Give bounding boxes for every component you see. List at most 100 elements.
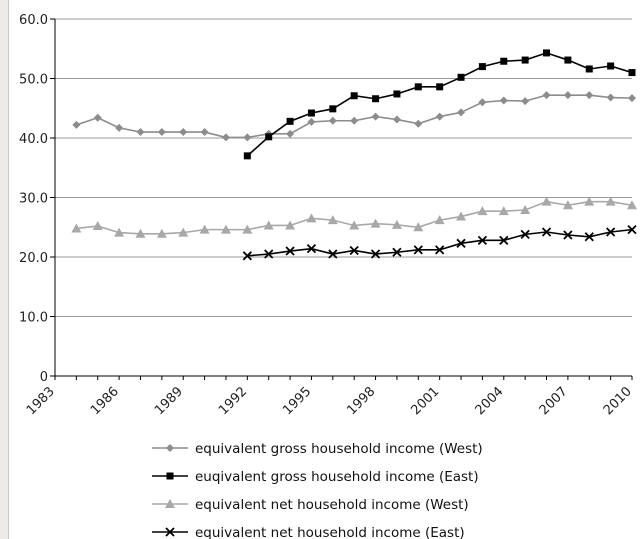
- x-marker: [370, 249, 381, 259]
- triangle-marker: [135, 228, 146, 238]
- x-tick-label: 2010: [601, 384, 635, 418]
- x-marker: [563, 230, 573, 240]
- diamond-marker: [392, 115, 401, 124]
- square-marker: [500, 57, 508, 65]
- triangle-marker: [306, 213, 317, 223]
- legend: equivalent gross household income (West)…: [152, 441, 483, 539]
- square-marker: [166, 472, 174, 480]
- x-marker: [242, 251, 252, 261]
- triangle-marker: [520, 204, 531, 214]
- diamond-marker: [157, 128, 166, 137]
- x-tick-label: 1989: [152, 384, 186, 418]
- diamond-marker: [499, 96, 508, 105]
- x-tick-label: 2001: [408, 384, 442, 418]
- x-marker: [165, 527, 175, 537]
- triangle-marker: [220, 224, 231, 234]
- legend-label: equivalent gross household income (West): [195, 441, 483, 457]
- x-tick-label: 1986: [88, 384, 122, 418]
- square-marker: [393, 90, 401, 98]
- y-tick-label: 30.0: [19, 192, 48, 207]
- diamond-marker: [457, 108, 466, 117]
- triangle-marker: [627, 200, 637, 210]
- x-tick-label: 1995: [280, 384, 314, 418]
- window-edge: [0, 0, 9, 539]
- y-tick-label: 20.0: [19, 251, 48, 266]
- x-marker: [392, 247, 402, 257]
- series-line: [247, 228, 633, 257]
- x-axis-ticks: 1983 1986 1989 1992 1995 1998 2001 2004 2007 2010: [24, 376, 635, 418]
- y-tick-label: 0: [40, 370, 48, 385]
- legend-label: equivalent net household income (West): [195, 497, 469, 513]
- square-marker: [243, 152, 251, 160]
- square-marker: [436, 83, 444, 91]
- triangle-marker: [327, 215, 338, 225]
- triangle-marker: [242, 224, 253, 234]
- triangle-marker: [434, 215, 445, 225]
- triangle-marker: [477, 206, 488, 216]
- diamond-marker: [478, 98, 487, 107]
- triangle-marker: [541, 196, 552, 206]
- square-marker: [307, 109, 315, 117]
- diamond-marker: [414, 119, 423, 128]
- diamond-marker: [179, 128, 188, 137]
- square-marker: [585, 65, 593, 73]
- y-tick-label: 40.0: [19, 132, 48, 147]
- square-marker: [521, 56, 529, 64]
- legend-item: euqivalent gross household income (East): [152, 469, 479, 485]
- diamond-marker: [286, 129, 295, 138]
- triangle-marker: [498, 206, 509, 216]
- diamond-marker: [93, 113, 102, 122]
- x-tick-label: 2004: [473, 384, 507, 418]
- square-marker: [350, 92, 358, 100]
- x-tick-label: 1992: [216, 384, 250, 418]
- square-marker: [478, 63, 486, 71]
- x-marker: [413, 245, 423, 255]
- legend-item: equivalent gross household income (West): [152, 441, 483, 457]
- diamond-marker: [72, 120, 81, 129]
- y-tick-label: 50.0: [19, 73, 48, 88]
- legend-label: equivalent net household income (East): [195, 525, 465, 539]
- x-marker: [605, 227, 616, 237]
- square-marker: [372, 95, 380, 103]
- square-marker: [414, 83, 422, 91]
- diamond-marker: [628, 94, 636, 103]
- series-4: [242, 224, 637, 261]
- square-marker: [607, 62, 615, 70]
- triangle-marker: [285, 220, 296, 230]
- series-2: [243, 49, 636, 160]
- diamond-marker: [435, 112, 444, 121]
- square-marker: [329, 105, 337, 113]
- triangle-marker: [114, 227, 125, 237]
- diamond-marker: [521, 97, 530, 106]
- x-marker: [499, 235, 509, 245]
- diamond-marker: [563, 91, 572, 100]
- x-marker: [477, 235, 488, 245]
- square-marker: [457, 73, 465, 81]
- square-marker: [564, 56, 572, 64]
- triangle-marker: [263, 220, 274, 230]
- x-marker: [285, 246, 295, 256]
- diamond-marker: [371, 112, 380, 121]
- series-3: [71, 196, 637, 238]
- square-marker: [265, 133, 273, 141]
- y-tick-label: 60.0: [19, 13, 48, 28]
- x-tick-label: 1983: [24, 384, 58, 418]
- triangle-marker: [605, 196, 616, 206]
- series-layer: [71, 49, 637, 261]
- gridlines: [55, 18, 632, 317]
- diamond-marker: [328, 116, 337, 125]
- x-marker: [264, 249, 274, 259]
- diamond-marker: [350, 116, 359, 125]
- triangle-marker: [413, 222, 424, 232]
- series-1: [72, 91, 636, 142]
- x-tick-label: 2007: [537, 384, 571, 418]
- x-marker: [584, 232, 594, 242]
- triangle-marker: [178, 227, 189, 237]
- x-marker: [306, 244, 317, 254]
- diamond-marker: [115, 123, 124, 132]
- square-marker: [543, 49, 551, 57]
- x-marker: [541, 227, 552, 237]
- legend-item: equivalent net household income (East): [152, 525, 465, 539]
